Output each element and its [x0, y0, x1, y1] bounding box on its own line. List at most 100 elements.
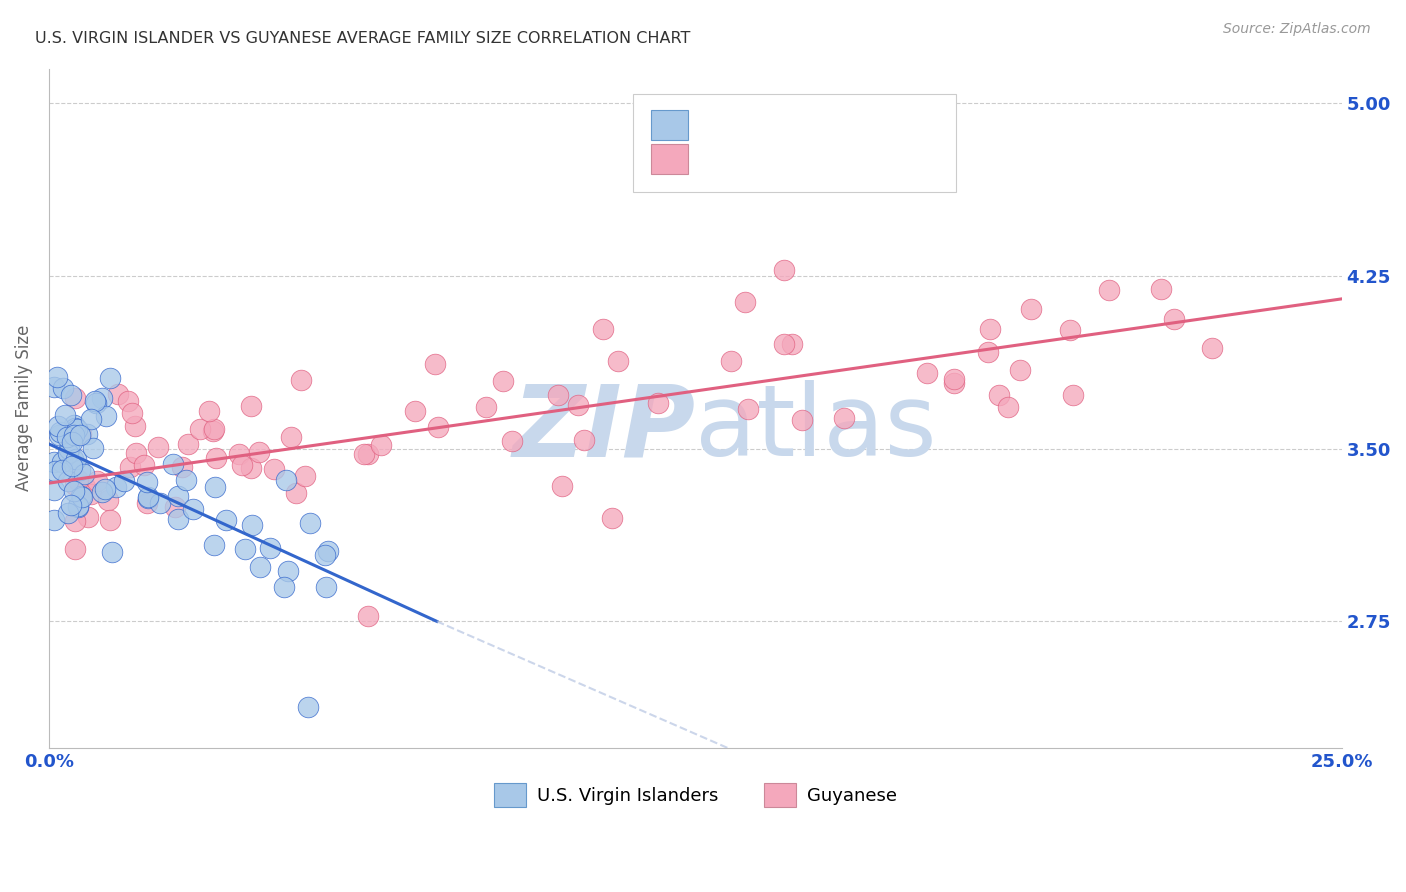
Text: Source: ZipAtlas.com: Source: ZipAtlas.com	[1223, 22, 1371, 37]
Point	[44, 483, 66, 497]
Point	[63, 417, 86, 432]
Point	[66, 500, 89, 514]
Point	[165, 500, 187, 515]
Y-axis label: Average Family Size: Average Family Size	[15, 325, 32, 491]
Point	[240, 517, 263, 532]
Point	[772, 263, 794, 277]
Text: R =: R =	[693, 112, 733, 129]
Point	[181, 501, 204, 516]
Point	[136, 491, 159, 505]
Point	[58, 446, 80, 460]
Point	[69, 426, 91, 441]
Point	[280, 430, 302, 444]
Point	[190, 422, 212, 436]
Point	[356, 447, 378, 461]
Text: R =: R =	[693, 145, 733, 163]
Point	[90, 484, 112, 499]
Point	[149, 495, 172, 509]
Point	[239, 460, 262, 475]
Point	[117, 394, 139, 409]
Point	[204, 538, 226, 552]
Point	[96, 409, 118, 424]
Point	[79, 412, 101, 426]
Point	[63, 391, 86, 405]
Point	[201, 425, 224, 439]
Point	[1021, 302, 1043, 317]
Point	[44, 455, 66, 469]
Point	[370, 438, 392, 452]
Point	[80, 486, 103, 500]
Point	[977, 345, 1000, 359]
Point	[231, 458, 253, 473]
Text: -0.431: -0.431	[735, 112, 800, 129]
Point	[125, 446, 148, 460]
Point	[942, 376, 965, 390]
Point	[249, 560, 271, 574]
Point	[69, 463, 91, 477]
Point	[277, 564, 299, 578]
Point	[63, 484, 86, 499]
Point	[65, 452, 87, 467]
Text: 72: 72	[858, 112, 884, 130]
Point	[124, 419, 146, 434]
Point	[48, 427, 70, 442]
Point	[316, 544, 339, 558]
Point	[136, 475, 159, 490]
Point	[773, 336, 796, 351]
Point	[146, 440, 169, 454]
Point	[204, 480, 226, 494]
Point	[720, 354, 742, 368]
Point	[60, 388, 83, 402]
Point	[353, 448, 375, 462]
Point	[53, 408, 76, 422]
Point	[63, 421, 86, 435]
Point	[247, 444, 270, 458]
Point	[172, 460, 194, 475]
Point	[235, 541, 257, 556]
Point	[1150, 282, 1173, 296]
Point	[1062, 388, 1084, 402]
Point	[780, 336, 803, 351]
Legend: U.S. Virgin Islanders, Guyanese: U.S. Virgin Islanders, Guyanese	[486, 776, 904, 814]
Point	[44, 380, 66, 394]
Point	[314, 548, 336, 562]
Point	[73, 467, 96, 482]
Point	[240, 399, 263, 413]
Point	[600, 511, 623, 525]
Point	[276, 473, 298, 487]
Point	[357, 609, 380, 624]
Point	[56, 506, 79, 520]
Point	[1059, 322, 1081, 336]
Point	[44, 464, 66, 478]
Point	[52, 381, 75, 395]
Point	[197, 403, 219, 417]
Point	[138, 491, 160, 506]
Point	[56, 430, 79, 444]
Point	[58, 442, 80, 456]
Point	[404, 404, 426, 418]
Point	[98, 513, 121, 527]
Point	[734, 295, 756, 310]
Text: atlas: atlas	[696, 380, 936, 477]
Point	[63, 428, 86, 442]
Point	[51, 463, 73, 477]
Point	[592, 321, 614, 335]
Point	[86, 474, 108, 488]
Point	[107, 387, 129, 401]
Point	[132, 458, 155, 472]
Point	[315, 580, 337, 594]
Point	[551, 479, 574, 493]
Point	[167, 489, 190, 503]
Point	[83, 394, 105, 409]
Point	[75, 480, 97, 494]
Point	[988, 388, 1011, 402]
Point	[737, 402, 759, 417]
Point	[647, 396, 669, 410]
Point	[63, 541, 86, 556]
Point	[423, 357, 446, 371]
Point	[66, 473, 89, 487]
Point	[205, 451, 228, 466]
Point	[298, 516, 321, 531]
Text: U.S. VIRGIN ISLANDER VS GUYANESE AVERAGE FAMILY SIZE CORRELATION CHART: U.S. VIRGIN ISLANDER VS GUYANESE AVERAGE…	[35, 31, 690, 46]
Point	[1163, 311, 1185, 326]
